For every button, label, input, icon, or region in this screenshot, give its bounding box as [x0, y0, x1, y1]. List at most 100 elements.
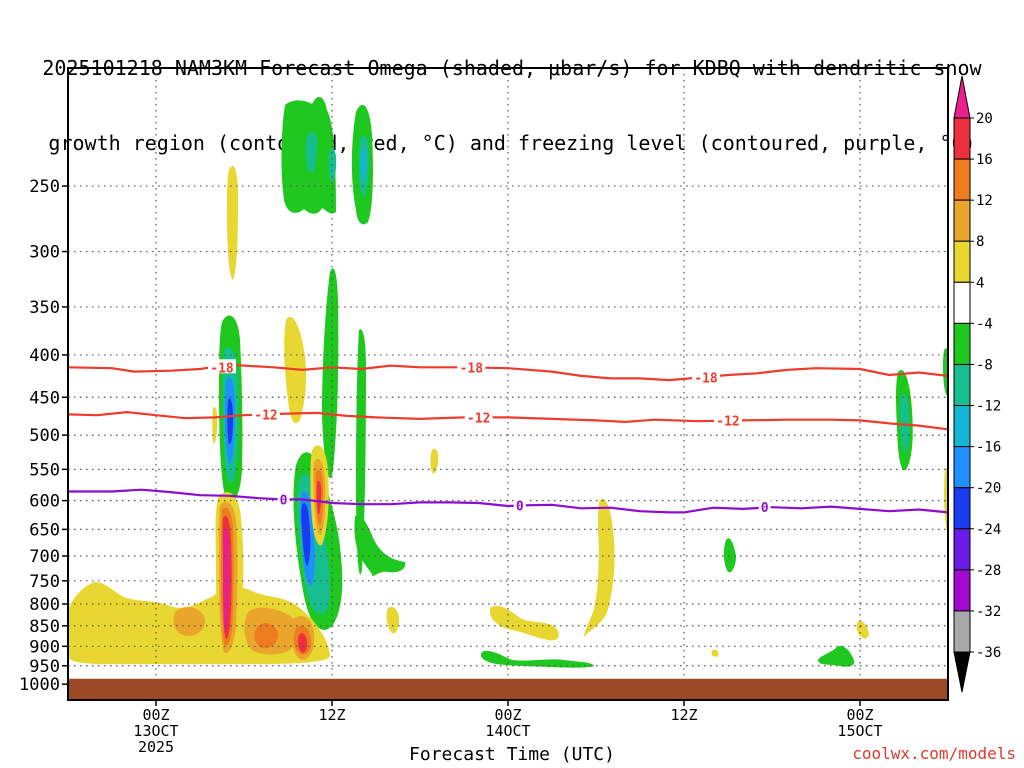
omega-cell [943, 466, 948, 532]
colorbar-label: 12 [976, 193, 993, 209]
x-tick-label: 13OCT [133, 722, 178, 740]
contour-label: -18 [210, 361, 234, 376]
y-tick-label: 750 [29, 572, 60, 592]
omega-cell [856, 620, 869, 639]
y-tick-label: 850 [29, 617, 60, 637]
y-tick-label: 600 [29, 492, 60, 512]
omega-cell [254, 623, 278, 649]
contour-label: -12 [716, 414, 739, 429]
y-axis: 2503003504004505005506006507007508008509… [19, 177, 68, 695]
colorbar-bin [953, 158, 971, 201]
x-tick-label: 00Z [846, 706, 873, 724]
contour-label: 0 [280, 493, 288, 508]
contour-label: -12 [467, 411, 490, 426]
omega-cell [322, 268, 339, 479]
omega-cell [297, 633, 307, 653]
contour-label-bg [252, 406, 280, 421]
x-tick-label: 00Z [142, 706, 169, 724]
x-tick-label: 14OCT [485, 722, 530, 740]
omega-cell [723, 538, 736, 573]
contour-line [67, 363, 949, 382]
omega-cell [942, 348, 948, 395]
colorbar-label: -28 [976, 563, 1001, 579]
omega-cell [227, 165, 238, 280]
colorbar-top-arrow [953, 75, 971, 119]
y-tick-label: 250 [29, 177, 60, 197]
colorbar-label: -4 [976, 316, 993, 332]
y-tick-label: 550 [29, 460, 60, 480]
omega-cell [223, 528, 229, 634]
x-tick-label: 2025 [138, 738, 174, 756]
omega-cell [301, 502, 311, 566]
y-tick-label: 900 [29, 637, 60, 657]
omega-cell [212, 406, 218, 444]
colorbar-bin [953, 446, 971, 489]
y-tick-label: 650 [29, 520, 60, 540]
contour-label-bg [692, 369, 720, 384]
y-tick-label: 300 [29, 243, 60, 263]
omega-cell [227, 398, 233, 445]
y-tick-label: 350 [29, 298, 60, 318]
contour-line [67, 410, 949, 431]
contour-label: -12 [254, 408, 277, 423]
omega-cell [354, 515, 406, 576]
omega-cell [305, 131, 318, 174]
y-tick-label: 400 [29, 346, 60, 366]
colorbar-bin [953, 281, 971, 324]
omega-cell [386, 606, 400, 634]
colorbar-label: -8 [976, 357, 993, 373]
colorbar-label: -16 [976, 440, 1001, 456]
colorbar-bottom-arrow [953, 651, 971, 693]
colorbar-label: 4 [976, 275, 984, 291]
contour-label-bg [758, 499, 771, 514]
colorbar-bin [953, 240, 971, 283]
omega-cell [316, 480, 322, 515]
omega-cell [818, 645, 855, 667]
x-tick-label: 00Z [494, 706, 521, 724]
colorbar-label: 20 [976, 111, 993, 127]
y-tick-label: 450 [29, 388, 60, 408]
colorbar-label: -20 [976, 481, 1001, 497]
colorbar-bin [953, 610, 971, 653]
colorbar: 20 16 12 8 4 -4 -8 -12 -16 -20 -24 -28 -32 -36 [953, 75, 1001, 693]
colorbar-label: -24 [976, 522, 1001, 538]
omega-cell [173, 607, 206, 636]
colorbar-label: 16 [976, 152, 993, 168]
site-credit: coolwx.com/models [852, 744, 1016, 763]
x-tick-label: 12Z [670, 706, 697, 724]
omega-cell [489, 605, 559, 641]
colorbar-bin [953, 487, 971, 530]
contour-label-bg [464, 409, 493, 424]
colorbar-bin [953, 569, 971, 612]
x-axis-title: Forecast Time (UTC) [409, 744, 615, 765]
ground-terrain [68, 678, 948, 700]
x-tick-label: 15OCT [837, 722, 882, 740]
y-tick-label: 500 [29, 426, 60, 446]
omega-cell [900, 393, 909, 453]
temperature-contours: -18 -18 -18 -12 -12 -12 0 0 0 [67, 359, 949, 516]
contour-label-bg [277, 491, 290, 506]
y-tick-label: 1000 [19, 675, 60, 695]
contour-label: 0 [761, 501, 769, 516]
omega-cell [328, 148, 337, 183]
omega-cell [360, 148, 367, 181]
y-tick-label: 800 [29, 595, 60, 615]
x-tick-label: 12Z [318, 706, 345, 724]
colorbar-label: -32 [976, 604, 1001, 620]
contour-label: 0 [516, 499, 524, 514]
omega-cell [583, 498, 615, 637]
colorbar-bin [953, 528, 971, 571]
contour-label: -18 [460, 361, 484, 376]
contour-label: -18 [694, 372, 718, 387]
contour-label-bg [714, 412, 742, 427]
omega-cell [356, 329, 366, 575]
colorbar-label: -36 [976, 645, 1001, 661]
colorbar-bin [953, 363, 971, 407]
colorbar-bin [953, 117, 971, 160]
omega-cell [430, 448, 439, 474]
colorbar-bin [953, 322, 971, 365]
colorbar-label: -12 [976, 399, 1001, 415]
colorbar-bin [953, 199, 971, 242]
